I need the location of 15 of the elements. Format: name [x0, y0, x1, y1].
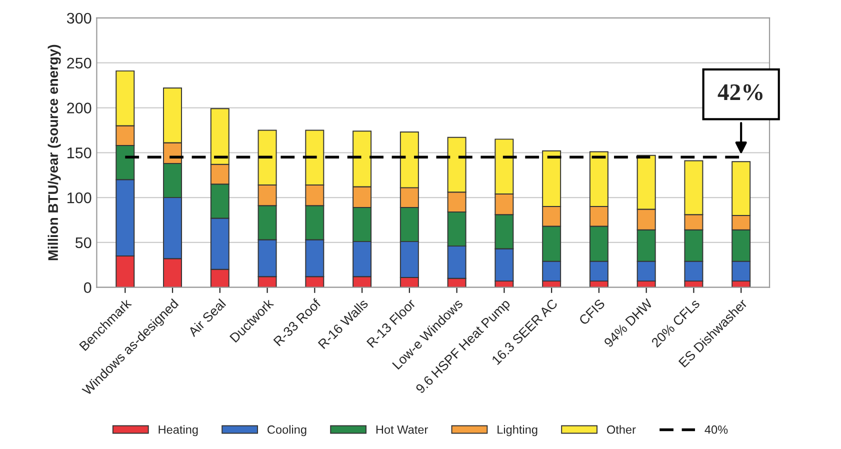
legend-label: Other	[607, 425, 636, 434]
legend-label: Hot Water	[376, 426, 428, 434]
y-tick-label: 200	[67, 102, 92, 114]
y-tick-label: 300	[66, 12, 92, 24]
y-tick-label: 250	[67, 58, 92, 69]
y-tick-label: 100	[68, 192, 92, 204]
y-tick-label: 0	[84, 282, 92, 294]
legend-label: Heating	[158, 425, 198, 436]
legend-label: 40%	[704, 425, 728, 434]
legend-label: Lighting	[498, 425, 538, 436]
annotation: 42%	[718, 84, 762, 100]
y-tick-label: 50	[75, 237, 92, 248]
y-tick-label: 150	[68, 148, 92, 158]
y-axis-title: Million BTU/year (source energy)	[48, 44, 61, 260]
legend-label: Cooling	[268, 425, 306, 436]
